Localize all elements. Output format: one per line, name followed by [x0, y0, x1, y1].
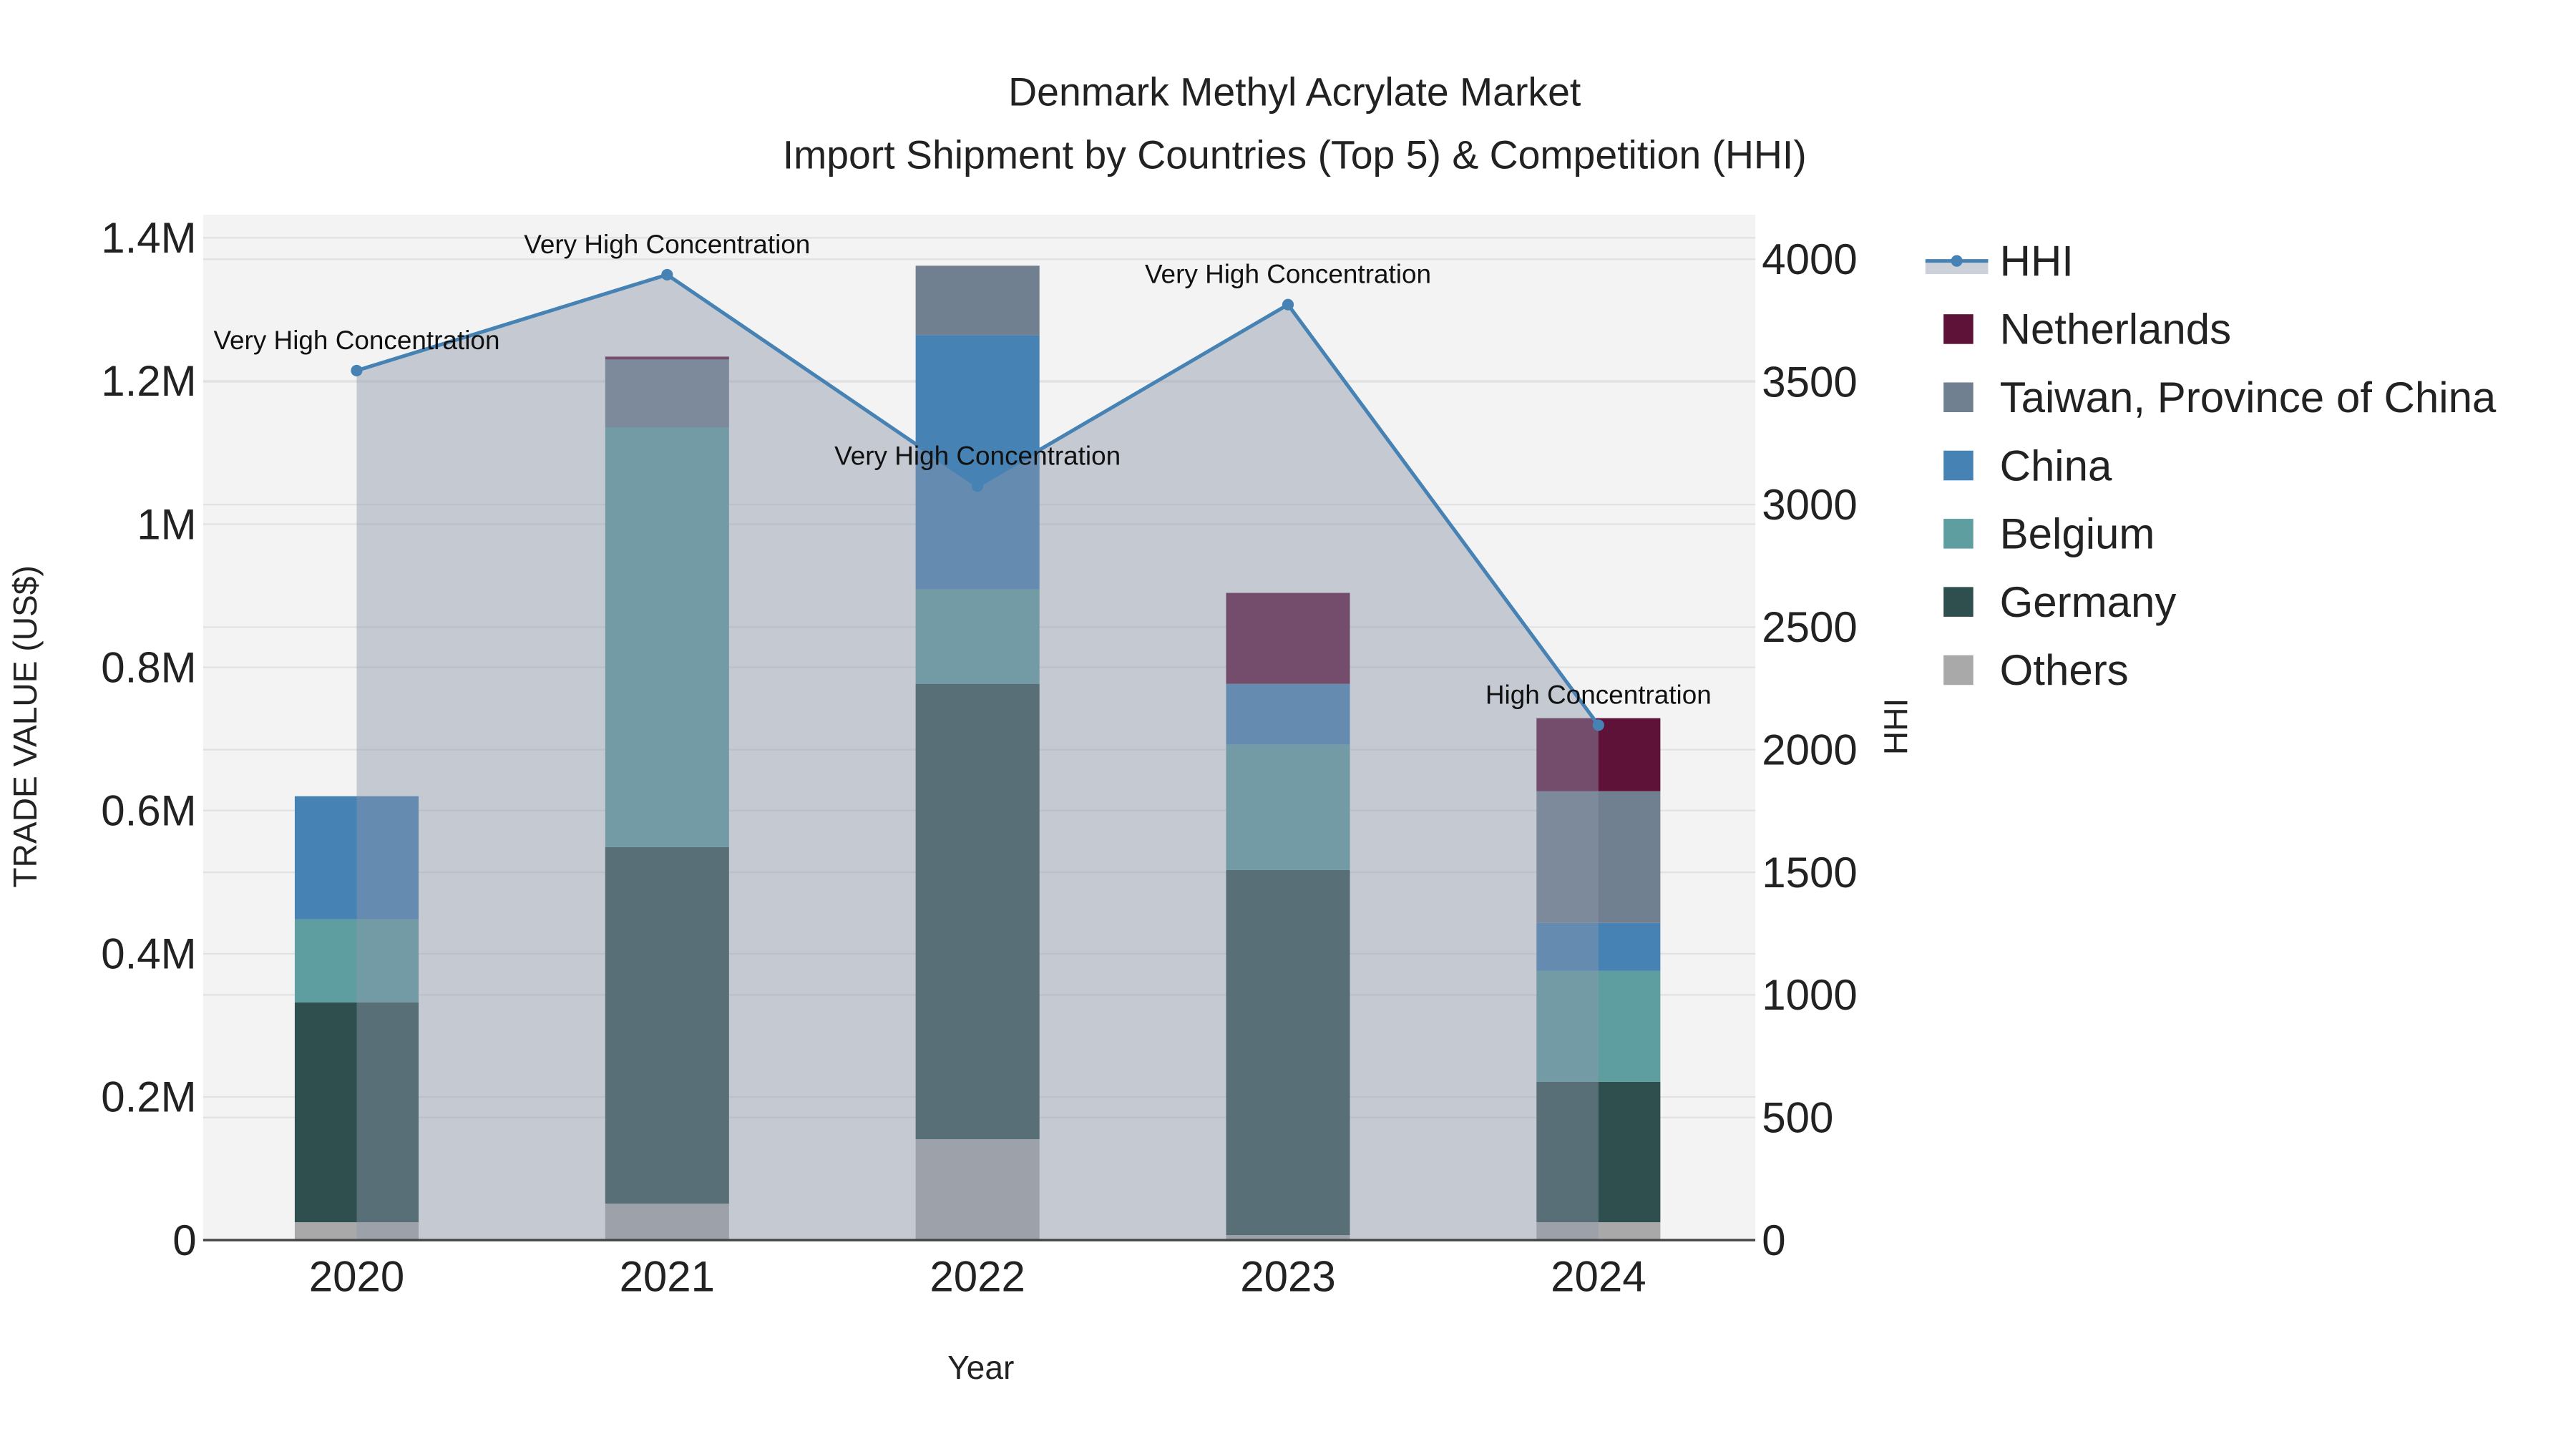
axes: 0 0.2M 0.4M 0.6M 0.8M 1M 1.2M 1.4M 0 500 1000 1500 2…: [101, 214, 1858, 1301]
y-tick-label: 1.4M: [101, 214, 196, 262]
hhi-annotation: Very High Concentration: [213, 326, 499, 355]
x-tick-label: 2022: [930, 1253, 1025, 1301]
hhi-annotation: Very High Concentration: [524, 230, 810, 259]
y2-tick-label: 2500: [1762, 603, 1857, 651]
legend-swatch-netherlands: [1943, 314, 1974, 344]
y2-axis-label: HHI: [1877, 698, 1914, 755]
y2-tick-label: 500: [1762, 1094, 1833, 1142]
y-tick-label: 0.4M: [101, 930, 196, 978]
hhi-point-2020: [351, 364, 363, 376]
bar-taiwan-province-of-china-2021: [605, 359, 729, 428]
legend-swatch-hhi-area: [1925, 260, 1989, 275]
y2-tick-label: 1500: [1762, 849, 1857, 897]
legend-label: Netherlands: [2000, 306, 2232, 353]
legend-label: Taiwan, Province of China: [2000, 374, 2497, 421]
legend-swatch-belgium: [1943, 519, 1974, 549]
bar-germany-2021: [605, 847, 729, 1204]
legend-swatch-taiwan-province-of-china: [1943, 382, 1974, 412]
bar-others-2022: [915, 1138, 1040, 1241]
y-tick-label: 1.2M: [101, 357, 196, 405]
x-tick-label: 2023: [1240, 1253, 1335, 1301]
y-tick-label: 0: [172, 1216, 196, 1264]
chart-subtitle: Import Shipment by Countries (Top 5) & C…: [783, 132, 1807, 177]
legend-label: HHI: [2000, 237, 2074, 285]
x-tick-label: 2020: [309, 1253, 404, 1301]
bar-germany-2023: [1226, 869, 1350, 1236]
bar-germany-2022: [915, 683, 1040, 1139]
bar-others-2021: [605, 1204, 729, 1241]
bar-others-2023: [1226, 1235, 1350, 1241]
hhi-point-2024: [1592, 719, 1604, 731]
x-axis-label: Year: [947, 1349, 1014, 1386]
bar-china-2024: [1536, 922, 1661, 971]
legend-swatch-hhi-point: [1951, 255, 1963, 267]
bar-germany-2024: [1536, 1081, 1661, 1223]
y-axis-label: TRADE VALUE (US$): [6, 565, 44, 887]
bar-china-2023: [1226, 683, 1350, 745]
x-tick-label: 2021: [620, 1253, 715, 1301]
bar-others-2024: [1536, 1222, 1661, 1241]
hhi-point-2021: [661, 268, 673, 280]
legend: HHI Netherlands Taiwan, Province of China C…: [1925, 237, 2497, 694]
hhi-annotation: Very High Concentration: [1145, 260, 1431, 289]
legend-swatch-others: [1943, 655, 1974, 686]
bar-belgium-2024: [1536, 970, 1661, 1082]
bar-others-2020: [294, 1222, 419, 1241]
chart-title: Denmark Methyl Acrylate Market: [1008, 70, 1581, 114]
hhi-annotation: High Concentration: [1485, 680, 1712, 709]
y-tick-label: 0.2M: [101, 1073, 196, 1121]
bar-belgium-2020: [294, 919, 419, 1002]
hhi-point-2022: [972, 480, 984, 492]
y-tick-label: 1M: [137, 500, 196, 548]
bar-taiwan-province-of-china-2022: [915, 265, 1040, 336]
hhi-series: Very High Concentration Very High Concent…: [213, 230, 1712, 1241]
bar-belgium-2023: [1226, 744, 1350, 870]
hhi-point-2023: [1282, 298, 1294, 311]
y2-tick-label: 2000: [1762, 726, 1857, 774]
legend-swatch-germany: [1943, 587, 1974, 617]
legend-label: Germany: [2000, 578, 2177, 626]
bar-taiwan-province-of-china-2024: [1536, 791, 1661, 923]
hhi-area: [356, 274, 1599, 1241]
y2-tick-label: 3000: [1762, 481, 1857, 529]
bar-germany-2020: [294, 1002, 419, 1223]
bar-belgium-2021: [605, 427, 729, 847]
legend-label: China: [2000, 441, 2112, 489]
hhi-annotation: Very High Concentration: [834, 441, 1121, 470]
bar-netherlands-2021: [605, 356, 729, 360]
bar-china-2020: [294, 796, 419, 919]
legend-label: Belgium: [2000, 510, 2155, 558]
y-tick-label: 0.8M: [101, 643, 196, 691]
bars: [294, 265, 1661, 1241]
y2-tick-label: 0: [1762, 1216, 1785, 1264]
bar-netherlands-2023: [1226, 592, 1350, 684]
legend-label: Others: [2000, 646, 2129, 694]
bar-belgium-2022: [915, 589, 1040, 684]
y2-tick-label: 4000: [1762, 235, 1857, 283]
legend-swatch-china: [1943, 450, 1974, 481]
y2-tick-label: 1000: [1762, 971, 1857, 1019]
x-tick-label: 2024: [1551, 1253, 1646, 1301]
y2-tick-label: 3500: [1762, 358, 1857, 406]
y-tick-label: 0.6M: [101, 787, 196, 835]
